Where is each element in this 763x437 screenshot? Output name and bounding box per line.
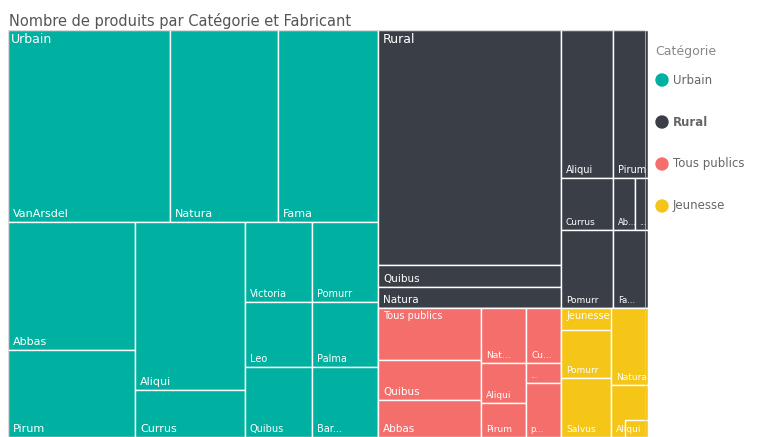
Text: Fa...: Fa... [618, 296, 635, 305]
Bar [561, 330, 611, 378]
Text: Jeunesse: Jeunesse [673, 200, 726, 212]
Text: Catégorie: Catégorie [655, 45, 716, 58]
Bar [526, 308, 561, 363]
Bar [481, 363, 526, 403]
Text: Aliqui: Aliqui [486, 391, 511, 400]
Text: ...: ... [530, 371, 537, 380]
Text: Natura: Natura [383, 295, 419, 305]
Circle shape [656, 116, 668, 128]
Bar [135, 390, 245, 437]
Text: Salvus: Salvus [566, 425, 596, 434]
Text: Currus: Currus [140, 424, 177, 434]
Text: Urbain: Urbain [11, 33, 52, 46]
Text: Quibus: Quibus [383, 387, 420, 397]
Bar [526, 383, 561, 437]
Bar [8, 350, 135, 437]
Text: Currus: Currus [566, 218, 596, 227]
Bar [481, 308, 526, 363]
Bar [245, 367, 312, 437]
Bar [245, 302, 312, 367]
Bar [312, 222, 378, 302]
Text: Abbas: Abbas [383, 424, 415, 434]
Bar [378, 360, 481, 400]
Text: Abbas: Abbas [13, 337, 47, 347]
Bar [378, 308, 481, 360]
Text: VanArsdel: VanArsdel [13, 209, 69, 219]
Text: Fama: Fama [283, 209, 313, 219]
Bar [625, 420, 648, 437]
Bar [561, 230, 613, 308]
Text: Tous publics: Tous publics [673, 157, 745, 170]
Text: Aliqui: Aliqui [140, 377, 171, 387]
Bar [8, 30, 645, 437]
Bar [635, 178, 648, 230]
Text: Victoria: Victoria [250, 289, 287, 299]
Text: Pirum: Pirum [618, 165, 646, 175]
Bar [245, 222, 312, 302]
Text: Natura: Natura [616, 373, 647, 382]
Bar [312, 302, 378, 367]
Text: Urbain: Urbain [673, 73, 712, 87]
Bar [613, 178, 635, 230]
Text: Palma: Palma [317, 354, 347, 364]
Text: Pomurr: Pomurr [566, 296, 598, 305]
Text: Ab...: Ab... [618, 218, 637, 227]
Bar [613, 30, 648, 178]
Text: Nat...: Nat... [486, 351, 510, 360]
Text: Bar...: Bar... [317, 424, 342, 434]
Bar [611, 385, 648, 437]
Text: Pomurr: Pomurr [566, 366, 598, 375]
Bar [481, 403, 526, 437]
Text: Jeunesse: Jeunesse [566, 311, 610, 321]
Bar [8, 222, 135, 350]
Text: Rural: Rural [383, 33, 416, 46]
Bar [378, 287, 561, 308]
Bar [378, 265, 561, 287]
Bar [561, 30, 613, 178]
Text: Rural: Rural [673, 115, 708, 128]
Bar [561, 308, 648, 437]
Circle shape [656, 74, 668, 86]
Bar [378, 30, 561, 265]
Text: Quibus: Quibus [383, 274, 420, 284]
Text: Leo: Leo [250, 354, 267, 364]
Text: Aliqui: Aliqui [616, 425, 642, 434]
Bar [312, 367, 378, 437]
Bar [8, 30, 170, 222]
Text: Quibus: Quibus [250, 424, 285, 434]
Bar [135, 222, 245, 390]
Text: Aliqui: Aliqui [566, 165, 594, 175]
Bar [378, 308, 561, 437]
Bar [561, 378, 611, 437]
Text: Tous publics: Tous publics [383, 311, 443, 321]
Text: Cu...: Cu... [531, 351, 552, 360]
Text: Natura: Natura [175, 209, 213, 219]
Bar [613, 230, 648, 308]
Bar [378, 400, 481, 437]
Bar [526, 363, 561, 383]
Text: p...: p... [530, 425, 543, 434]
Text: Pomurr: Pomurr [317, 289, 353, 299]
Text: Pirum: Pirum [13, 424, 45, 434]
Text: ...: ... [639, 218, 646, 227]
Text: Nombre de produits par Catégorie et Fabricant: Nombre de produits par Catégorie et Fabr… [9, 13, 351, 29]
Circle shape [656, 200, 668, 212]
Bar [278, 30, 378, 222]
Bar [611, 308, 648, 385]
Bar [561, 178, 613, 230]
Text: Pirum: Pirum [486, 425, 512, 434]
Circle shape [656, 158, 668, 170]
Bar [170, 30, 278, 222]
